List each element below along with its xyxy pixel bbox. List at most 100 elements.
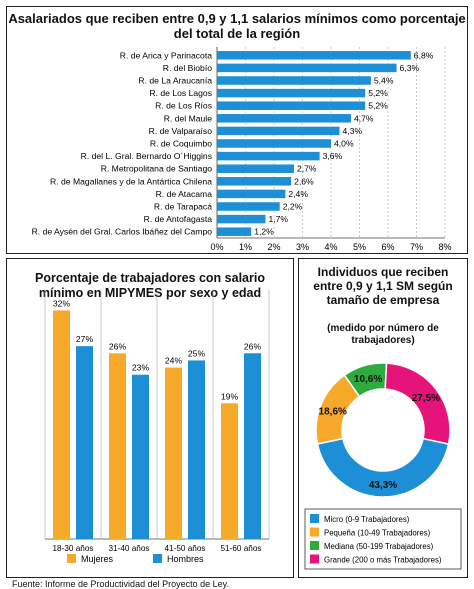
region-category-label: R. Metropolitana de Santiago xyxy=(101,164,213,174)
donut-legend-label: Pequeña (10-49 Trabajadores) xyxy=(324,529,431,538)
region-bar xyxy=(217,164,294,173)
company-size-donut-chart: 43,3% 18,6% 10,6% 27,5% Micro (0-9 Trabajado… xyxy=(304,362,462,570)
region-bar xyxy=(217,227,252,236)
donut-legend-label: Mediana (50-199 Trabajadores) xyxy=(324,542,434,551)
gender-age-legend-label: Hombres xyxy=(167,554,204,564)
gender-age-category-label: 18-30 años xyxy=(53,544,94,553)
donut-legend-swatch xyxy=(310,527,319,537)
gender-age-chart-title: Porcentaje de trabajadores con salario m… xyxy=(35,271,265,300)
region-value-label: 1,7% xyxy=(268,214,288,224)
region-bar xyxy=(217,126,340,136)
donut-value-label: 27,5% xyxy=(412,393,440,404)
gender-age-bar xyxy=(53,310,70,539)
region-category-label: R. de Antofagasta xyxy=(144,214,213,224)
gender-age-bar xyxy=(188,360,205,539)
region-value-label: 5,2% xyxy=(368,88,388,98)
donut-legend-swatch xyxy=(310,514,319,523)
donut-legend-swatch xyxy=(310,541,319,550)
donut-value-label: 10,6% xyxy=(354,374,382,385)
gender-age-bar xyxy=(165,367,182,539)
region-bar xyxy=(217,139,331,148)
gender-age-bar-chart: 32% 27% 18-30 años 26% 23% 31-40 años 24% 25% 41… xyxy=(44,289,270,564)
gender-age-bar xyxy=(244,353,261,539)
region-bar xyxy=(217,151,320,161)
gender-age-value-label: 24% xyxy=(165,356,183,366)
region-category-label: R. de Arica y Parinacota xyxy=(120,50,212,60)
gender-age-value-label: 26% xyxy=(109,341,127,351)
region-category-label: R. del Biobío xyxy=(163,63,212,73)
donut-value-label: 43,3% xyxy=(369,480,397,491)
region-value-label: 3,6% xyxy=(323,151,343,161)
region-value-label: 2,2% xyxy=(283,202,303,212)
region-bar xyxy=(217,63,397,73)
gender-age-bar xyxy=(221,403,238,539)
donut-legend-swatch xyxy=(310,554,319,564)
donut-legend-label: Grande (200 o más Trabajadores) xyxy=(324,556,442,565)
gender-age-bar xyxy=(76,346,93,539)
gender-age-category-label: 31-40 años xyxy=(109,544,150,553)
donut-value-label: 18,6% xyxy=(319,406,347,417)
region-bar xyxy=(217,177,292,186)
region-category-label: R. del L. Gral. Bernardo O´Higgins xyxy=(81,151,212,161)
region-bar-chart: 0% 1% 2% 3% 4% 5% 6% 7% 8% R. de Arica y Parinaco… xyxy=(32,47,452,252)
region-x-tick-label: 1% xyxy=(239,242,252,252)
region-bar xyxy=(217,76,371,85)
region-chart-title: Asalariados que reciben entre 0,9 y 1,1 … xyxy=(8,11,466,41)
gender-age-category-label: 41-50 años xyxy=(165,544,206,553)
region-value-label: 2,4% xyxy=(288,189,308,199)
region-bar xyxy=(217,51,411,60)
region-value-label: 6,8% xyxy=(414,50,434,60)
gender-age-category-label: 51-60 años xyxy=(221,544,262,553)
region-bar xyxy=(217,202,280,211)
region-value-label: 1,2% xyxy=(254,227,274,237)
region-category-label: R. de Atacama xyxy=(156,189,213,199)
region-x-tick-label: 8% xyxy=(438,242,451,252)
gender-age-value-label: 25% xyxy=(188,348,206,358)
region-x-tick-label: 5% xyxy=(353,242,366,252)
gender-age-legend-swatch xyxy=(153,554,162,563)
region-chart-panel: Asalariados que reciben entre 0,9 y 1,1 … xyxy=(6,6,468,254)
company-size-chart-title: Individuos que reciben entre 0,9 y 1,1 S… xyxy=(313,265,453,307)
gender-age-value-label: 27% xyxy=(76,334,94,344)
gender-age-value-label: 26% xyxy=(244,341,262,351)
region-value-label: 4,7% xyxy=(354,113,374,123)
region-bar xyxy=(217,88,366,98)
gender-age-legend-label: Mujeres xyxy=(81,554,114,564)
region-value-label: 5,2% xyxy=(368,101,388,111)
donut-slice xyxy=(316,437,450,498)
region-value-label: 5,4% xyxy=(374,76,394,86)
region-category-label: R. de Los Ríos xyxy=(155,101,212,111)
region-bar xyxy=(217,214,266,224)
region-category-label: R. de Coquimbo xyxy=(150,139,212,149)
region-x-tick-label: 3% xyxy=(296,242,309,252)
region-value-label: 6,3% xyxy=(400,63,420,73)
region-value-label: 2,7% xyxy=(297,164,317,174)
gender-age-bar xyxy=(109,353,126,539)
region-bar xyxy=(217,189,286,199)
region-value-label: 4,3% xyxy=(343,126,363,136)
region-category-label: R. de Tarapacá xyxy=(154,202,212,212)
region-value-label: 4,0% xyxy=(334,139,354,149)
region-category-label: R. de Los Lagos xyxy=(149,88,212,98)
region-category-label: R. de Aysén del Gral. Carlos Ibáñez del … xyxy=(32,227,213,237)
region-category-label: R. del Maule xyxy=(164,113,212,123)
region-x-tick-label: 0% xyxy=(210,242,223,252)
region-x-tick-label: 4% xyxy=(324,242,337,252)
region-category-label: R. de Magallanes y de la Antártica Chile… xyxy=(50,176,212,186)
source-note: Fuente: Informe de Productividad del Pro… xyxy=(12,579,229,589)
gender-age-bar xyxy=(132,374,149,539)
gender-age-value-label: 23% xyxy=(132,363,150,373)
company-size-chart-panel: Individuos que reciben entre 0,9 y 1,1 S… xyxy=(298,258,468,578)
region-category-label: R. de La Araucanía xyxy=(138,76,212,86)
region-category-label: R. de Valparaíso xyxy=(149,126,213,136)
gender-age-value-label: 19% xyxy=(221,391,239,401)
region-bar xyxy=(217,101,366,110)
region-x-tick-label: 6% xyxy=(381,242,394,252)
donut-legend-box xyxy=(304,508,462,570)
donut-legend-label: Micro (0-9 Trabajadores) xyxy=(324,515,410,524)
gender-age-legend-swatch xyxy=(67,554,76,563)
region-x-tick-label: 7% xyxy=(410,242,423,252)
gender-age-value-label: 32% xyxy=(53,298,71,308)
region-x-tick-label: 2% xyxy=(267,242,280,252)
region-bar xyxy=(217,114,351,123)
